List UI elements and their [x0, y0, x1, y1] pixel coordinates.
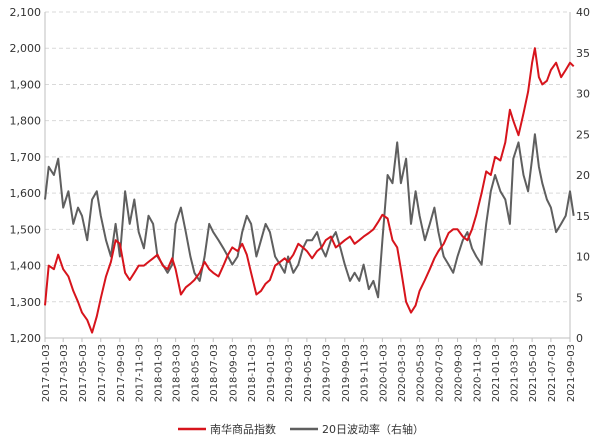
legend-label-volatility: 20日波动率（右轴） — [322, 422, 424, 436]
x-tick-label: 2020-07-03 — [434, 344, 445, 402]
y-right-tick-label: 0 — [576, 332, 583, 345]
x-tick-label: 2020-09-03 — [454, 344, 465, 402]
x-tick-label: 2017-03-03 — [59, 344, 70, 402]
y-axis-right: 0 5 10 15 20 25 30 35 40 — [576, 6, 590, 345]
y-left-tick-label: 1,300 — [10, 296, 42, 309]
y-left-tick-label: 2,000 — [10, 42, 42, 55]
y-left-tick-label: 1,800 — [10, 115, 42, 128]
x-tick-label: 2021-09-03 — [566, 344, 577, 402]
x-tick-label: 2019-11-03 — [360, 344, 371, 402]
y-right-tick-label: 25 — [576, 128, 590, 141]
x-tick-label: 2017-11-03 — [135, 344, 146, 402]
y-right-tick-label: 30 — [576, 88, 590, 101]
x-axis: 2017-01-03 2017-03-03 2017-05-03 2017-07-03… — [41, 337, 577, 402]
x-tick-label: 2019-01-03 — [266, 344, 277, 402]
x-tick-label: 2018-01-03 — [153, 344, 164, 402]
x-tick-label: 2018-11-03 — [247, 344, 258, 402]
x-tick-label: 2020-01-03 — [378, 344, 389, 402]
x-tick-label: 2021-01-03 — [491, 344, 502, 402]
y-left-tick-label: 1,500 — [10, 223, 42, 236]
grid — [44, 11, 571, 339]
y-left-tick-label: 1,600 — [10, 187, 42, 200]
y-right-tick-label: 35 — [576, 47, 590, 60]
y-right-tick-label: 40 — [576, 6, 590, 19]
x-tick-label: 2021-05-03 — [528, 344, 539, 402]
y-right-tick-label: 20 — [576, 169, 590, 182]
y-right-tick-label: 5 — [576, 291, 583, 304]
x-tick-label: 2018-07-03 — [209, 344, 220, 402]
legend-label-nanhua-index: 南华商品指数 — [210, 422, 276, 436]
y-axis-left: 1,200 1,300 1,400 1,500 1,600 1,700 1,800 1,900… — [10, 6, 42, 345]
series-layer — [44, 47, 575, 334]
x-tick-label: 2020-11-03 — [472, 344, 483, 402]
y-right-tick-label: 15 — [576, 210, 590, 223]
y-left-tick-label: 1,400 — [10, 260, 42, 273]
x-tick-label: 2017-01-03 — [41, 344, 52, 402]
x-tick-label: 2018-09-03 — [228, 344, 239, 402]
y-right-tick-label: 10 — [576, 251, 590, 264]
x-tick-label: 2018-03-03 — [172, 344, 183, 402]
x-tick-label: 2019-09-03 — [341, 344, 352, 402]
y-left-tick-label: 1,900 — [10, 78, 42, 91]
x-tick-label: 2021-07-03 — [547, 344, 558, 402]
x-tick-label: 2019-07-03 — [322, 344, 333, 402]
x-tick-label: 2019-05-03 — [303, 344, 314, 402]
y-left-tick-label: 1,700 — [10, 151, 42, 164]
x-tick-label: 2021-03-03 — [509, 344, 520, 402]
x-tick-label: 2017-05-03 — [78, 344, 89, 402]
x-tick-label: 2020-03-03 — [397, 344, 408, 402]
y-left-tick-label: 1,200 — [10, 332, 42, 345]
x-tick-label: 2018-05-03 — [190, 344, 201, 402]
x-tick-label: 2020-05-03 — [416, 344, 427, 402]
series-line-nanhua-index — [44, 47, 575, 334]
y-left-tick-label: 2,100 — [10, 6, 42, 19]
x-tick-label: 2017-09-03 — [116, 344, 127, 402]
series-line-volatility — [44, 133, 575, 299]
x-tick-label: 2017-07-03 — [97, 344, 108, 402]
legend: 南华商品指数 20日波动率（右轴） — [178, 422, 424, 436]
x-tick-label: 2019-03-03 — [284, 344, 295, 402]
